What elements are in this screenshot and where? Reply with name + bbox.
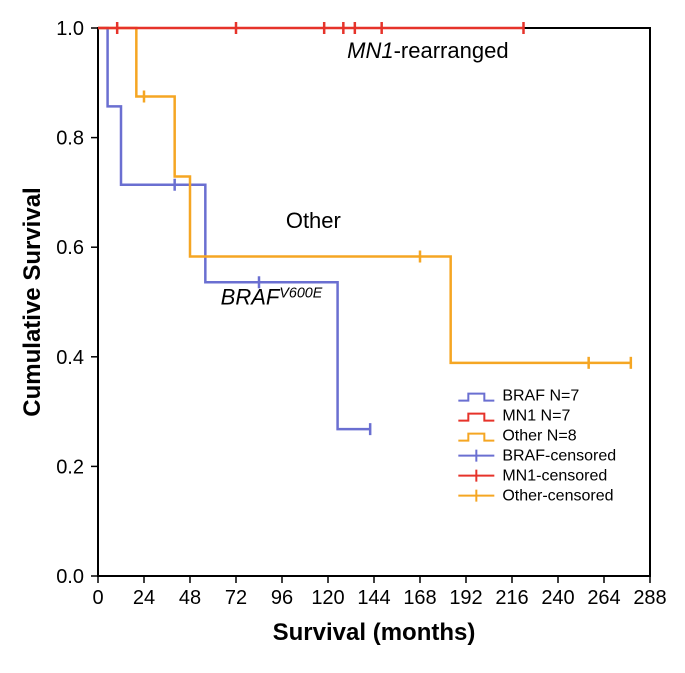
x-tick-label: 240 <box>541 587 574 609</box>
x-tick-label: 72 <box>225 587 247 609</box>
km-chart-svg: 0 24 48 72 96 120 144 168 192 216 240 264 288 Surviva… <box>0 0 685 673</box>
y-axis-label: Cumulative Survival <box>19 187 46 416</box>
x-tick-label: 192 <box>449 587 482 609</box>
legend-label-censored-braf: BRAF-censored <box>502 448 616 465</box>
x-tick-label: 120 <box>311 587 344 609</box>
annotation-other-label: Other <box>286 208 341 233</box>
x-tick-label: 264 <box>587 587 620 609</box>
x-tick-label: 24 <box>133 587 155 609</box>
x-tick-label: 216 <box>495 587 528 609</box>
x-tick-label: 168 <box>403 587 436 609</box>
x-tick-label: 48 <box>179 587 201 609</box>
annotation-mn1-label: MN1-rearranged <box>347 38 508 63</box>
km-chart-container: 0 24 48 72 96 120 144 168 192 216 240 264 288 Surviva… <box>0 0 685 673</box>
x-tick-label: 144 <box>357 587 390 609</box>
legend-label-censored-mn1: MN1-censored <box>502 468 607 485</box>
legend-label-censored-other: Other-censored <box>502 488 613 505</box>
y-tick-label: 0.4 <box>56 347 84 369</box>
y-tick-label: 0.8 <box>56 128 84 150</box>
y-tick-label: 0.0 <box>56 566 84 588</box>
x-tick-label: 96 <box>271 587 293 609</box>
legend-label-mn1: MN1 N=7 <box>502 408 570 425</box>
x-tick-label: 0 <box>92 587 103 609</box>
x-axis-label: Survival (months) <box>273 619 476 646</box>
y-tick-label: 0.6 <box>56 237 84 259</box>
x-tick-label: 288 <box>633 587 666 609</box>
legend-label-braf: BRAF N=7 <box>502 388 579 405</box>
y-tick-label: 0.2 <box>56 456 84 478</box>
y-tick-label: 1.0 <box>56 18 84 40</box>
legend-label-other: Other N=8 <box>502 428 576 445</box>
